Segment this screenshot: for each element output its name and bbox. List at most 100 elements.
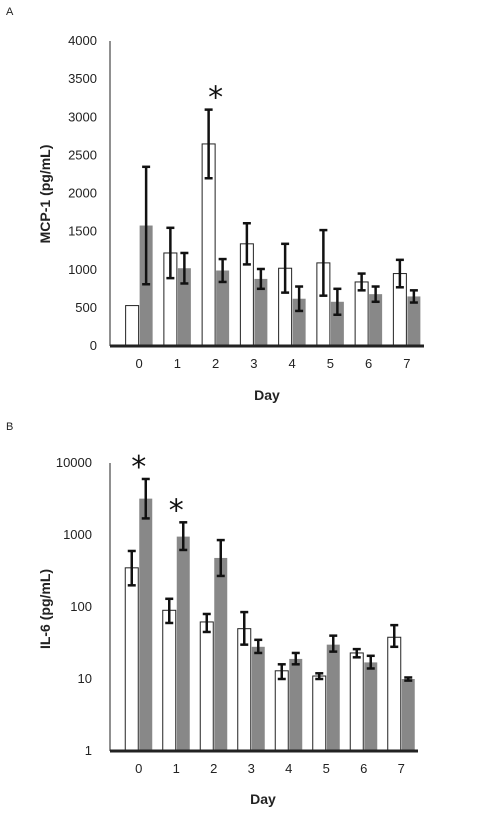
panel-a-x-tick-label: 5 [327, 356, 334, 371]
panel-b-x-tick-label: 2 [210, 761, 217, 776]
panel-a-y-ticks: 0 500 1000 1500 2000 2500 3000 3500 4000 [68, 33, 97, 353]
panel-a-error-bar-series1-day-5 [319, 228, 328, 297]
panel-a-x-tick-label: 6 [365, 356, 372, 371]
panel-b-bars [124, 498, 415, 752]
panel-b-error-bar-series1-day-0 [127, 549, 136, 587]
panel-a-y-tick-label: 2000 [68, 186, 97, 201]
panel-a-error-bar-series2-day-7 [409, 289, 418, 304]
panel-a-error-bar-series1-day-6 [357, 272, 366, 292]
panel-a-error-bar-series1-day-4 [281, 242, 290, 294]
panel-a-y-axis-label: MCP-1 (pg/mL) [37, 145, 53, 244]
panel-b-error-bar-series2-day-1 [179, 521, 188, 552]
panel-b-bar-series1-day-1 [162, 609, 177, 752]
panel-b-error-bar-series1-day-5 [315, 672, 324, 681]
panel-a-annotations: * [208, 81, 223, 116]
panel-b-x-tick-label: 0 [135, 761, 142, 776]
panel-b-error-bar-series1-day-3 [240, 610, 249, 646]
panel-a-error-bars [142, 108, 418, 316]
panel-b-y-ticks: 1 10 100 1000 10000 [56, 455, 92, 758]
panel-b-x-tick-label: 6 [360, 761, 367, 776]
panel-a-error-bar-series2-day-0 [142, 165, 151, 286]
panel-a-label: A [6, 6, 14, 18]
panel-a-error-bar-series1-day-3 [242, 221, 251, 266]
panel-b-bar-series2-day-4 [289, 658, 303, 751]
panel-a-error-bar-series2-day-6 [371, 285, 380, 304]
panel-b-bar-series2-day-3 [251, 646, 265, 751]
panel-b-bar-series1-day-4 [274, 670, 289, 752]
panel-b-annotations: ** [131, 450, 184, 528]
panel-a-bars [125, 143, 421, 347]
panel-b-bar-series1-day-3 [237, 628, 252, 752]
panel-a-y-tick-label: 3500 [68, 71, 97, 86]
panel-b-error-bar-series2-day-5 [329, 634, 338, 653]
panel-b-error-bar-series1-day-4 [277, 663, 286, 681]
panel-b-y-axis-label: IL-6 (pg/mL) [37, 569, 53, 649]
panel-a-bar-series2-day-6 [369, 294, 383, 346]
panel-b-y-tick-label: 100 [70, 599, 92, 614]
panel-b-significance-asterisk: * [131, 450, 146, 485]
panel-b-error-bar-series2-day-6 [366, 654, 375, 670]
panel-a-y-tick-label: 1000 [68, 262, 97, 277]
panel-a-bar-series2-day-2 [216, 270, 230, 346]
panel-a-significance-asterisk: * [208, 81, 223, 116]
panel-a-x-ticks: 0 1 2 3 4 5 6 7 [136, 356, 411, 371]
panel-b-x-tick-label: 1 [173, 761, 180, 776]
panel-b-error-bar-series1-day-6 [352, 647, 361, 659]
panel-b-error-bar-series1-day-1 [165, 597, 174, 625]
panel-a-error-bar-series2-day-3 [256, 267, 265, 291]
panel-a-bar-series2-day-3 [254, 278, 268, 346]
panel-a-x-tick-label: 4 [289, 356, 296, 371]
panel-b-error-bar-series2-day-7 [404, 676, 413, 682]
panel-b-error-bar-series1-day-7 [390, 623, 399, 649]
panel-b-bar-series2-day-2 [214, 557, 228, 751]
panel-a-y-tick-label: 1500 [68, 224, 97, 239]
panel-a-error-bar-series1-day-2 [204, 108, 213, 180]
panel-b-error-bar-series2-day-0 [141, 477, 150, 520]
panel-b-y-tick-label: 10 [78, 671, 92, 686]
panel-b-bar-series2-day-6 [364, 662, 378, 751]
panel-b-error-bars [127, 477, 413, 682]
panel-b-x-tick-label: 4 [285, 761, 292, 776]
panel-a-bar-series2-day-7 [407, 296, 421, 346]
panel-a-x-axis-label: Day [254, 387, 280, 403]
panel-b-x-tick-label: 7 [398, 761, 405, 776]
panel-b-bar-series1-day-7 [387, 636, 402, 752]
panel-a-error-bar-series1-day-1 [166, 226, 175, 280]
panel-b-bar-series2-day-7 [401, 679, 415, 751]
panel-b-bar-series2-day-5 [326, 644, 340, 751]
panel-a-error-bar-series2-day-1 [180, 251, 189, 285]
panel-a-error-bar-series2-day-5 [333, 287, 342, 316]
panel-a-bar-series2-day-1 [177, 268, 191, 346]
panel-a-bar-series2-day-0 [139, 225, 153, 346]
panel-a-x-tick-label: 2 [212, 356, 219, 371]
panel-b-bar-series1-day-5 [312, 675, 327, 752]
panel-a-y-tick-label: 4000 [68, 33, 97, 48]
panel-b-bar-series1-day-2 [199, 621, 214, 752]
panel-a-x-tick-label: 3 [250, 356, 257, 371]
panel-b-bar-series1-day-0 [124, 567, 139, 752]
panel-b-y-tick-label: 10000 [56, 455, 92, 470]
panel-a-x-tick-label: 0 [136, 356, 143, 371]
panel-a-x-tick-label: 7 [403, 356, 410, 371]
panel-a-bar-series2-day-5 [330, 301, 344, 346]
panel-b-x-tick-label: 3 [248, 761, 255, 776]
panel-b-il6-chart: B IL-6 (pg/mL) Day 1 10 100 1000 10000 0 1 2 3 4… [6, 421, 418, 807]
panel-a-y-tick-label: 0 [90, 338, 97, 353]
panel-b-x-tick-label: 5 [323, 761, 330, 776]
panel-b-error-bar-series1-day-2 [202, 612, 211, 634]
panel-a-error-bar-series2-day-2 [218, 257, 227, 284]
panel-b-error-bar-series2-day-4 [291, 651, 300, 666]
panel-b-bar-series2-day-0 [139, 498, 153, 751]
panel-b-y-tick-label: 1000 [63, 527, 92, 542]
panel-a-error-bar-series2-day-4 [295, 285, 304, 313]
panel-a-y-tick-label: 3000 [68, 109, 97, 124]
panel-b-error-bar-series2-day-2 [216, 538, 225, 578]
panel-a-x-tick-label: 1 [174, 356, 181, 371]
panel-b-label: B [6, 421, 13, 433]
panel-b-bar-series1-day-6 [349, 652, 364, 752]
panel-a-bar-series1-day-0 [125, 305, 140, 347]
panel-a-y-tick-label: 500 [75, 300, 97, 315]
panel-a-error-bar-series1-day-7 [395, 258, 404, 289]
panel-b-error-bar-series2-day-3 [254, 638, 263, 655]
